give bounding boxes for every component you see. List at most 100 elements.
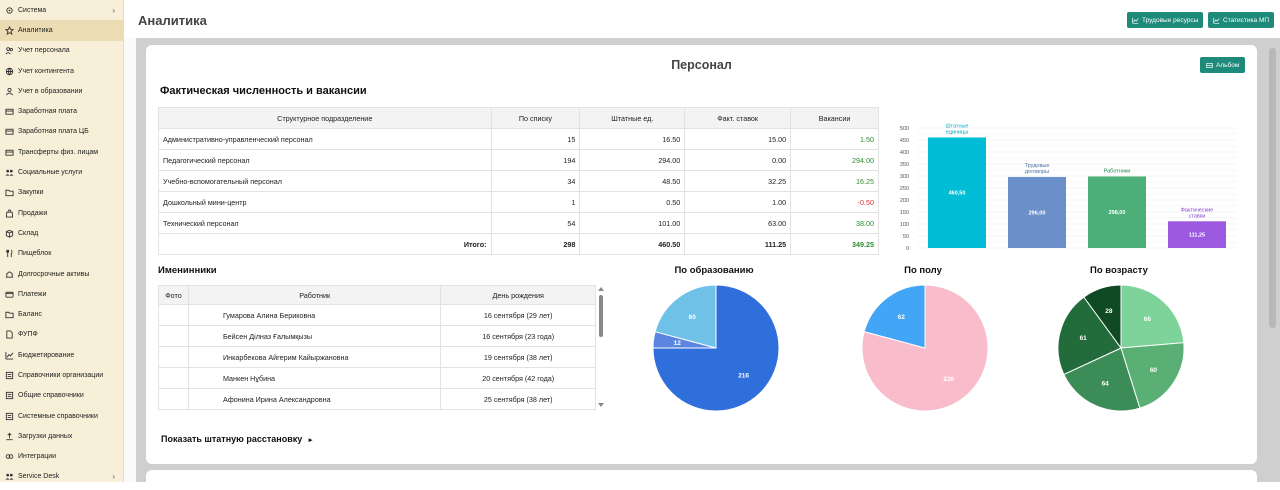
photo-cell	[158, 304, 189, 326]
sidebar-item[interactable]: Учет в образовании	[0, 81, 123, 101]
pie-slice[interactable]	[1063, 347, 1141, 412]
document-icon	[5, 330, 14, 339]
birthday-scrollbar[interactable]	[596, 285, 606, 409]
table-cell: 294.00	[790, 149, 879, 171]
table-cell: 34	[490, 170, 581, 192]
y-tick-label: 250	[900, 186, 909, 192]
triangle-right-icon: ▸	[308, 437, 313, 444]
pie-education: 216 12 60	[652, 284, 780, 412]
sidebar-item[interactable]: Аналитика	[0, 20, 123, 41]
chart-line-icon	[1213, 17, 1220, 24]
sidebar-item[interactable]: Трансферты физ. лицам	[0, 142, 123, 162]
table-row[interactable]: Учебно-вспомогательный персонал 34 48.50 32…	[158, 170, 879, 192]
bar-value-label: 296,00	[1029, 210, 1046, 216]
sidebar-item[interactable]: Заработная плата ЦБ	[0, 122, 123, 142]
bar[interactable]	[1088, 176, 1146, 248]
pie-slice-label: 66	[1144, 316, 1152, 323]
globe-icon	[5, 67, 14, 76]
sidebar-item[interactable]: Долгосрочные активы	[0, 264, 123, 284]
upload-icon	[5, 432, 14, 441]
pie-slice[interactable]	[1057, 296, 1122, 376]
pie-slice[interactable]	[1120, 284, 1185, 349]
sidebar-item[interactable]: Общие справочники	[0, 386, 123, 406]
sidebar-item-label: Системные справочники	[18, 412, 98, 420]
sidebar-item-label: Учет контингента	[18, 67, 74, 75]
sidebar-item[interactable]: Закупки	[0, 183, 123, 203]
sidebar-item-label: Закупки	[18, 189, 44, 197]
pie-slice[interactable]	[1120, 342, 1185, 409]
y-tick-label: 300	[900, 174, 909, 180]
table-row[interactable]: Педагогический персонал 194 294.00 0.00 294.…	[158, 149, 879, 171]
sidebar-item[interactable]: Учет персонала	[0, 41, 123, 61]
star-icon	[5, 25, 14, 35]
album-icon	[1206, 62, 1213, 68]
sidebar: Система › Аналитика Учет персонала Учет конт…	[0, 0, 124, 482]
sidebar-item[interactable]: Продажи	[0, 203, 123, 223]
table-row[interactable]: Административно-управленческий персонал 1…	[158, 128, 879, 150]
table-row[interactable]: Гумарова Алина Бериковна 16 сентября (29 …	[158, 304, 596, 326]
show-staffing-link[interactable]: Показать штатную расстановку ▸	[161, 434, 312, 444]
table-cell: Педагогический персонал	[158, 149, 492, 171]
fork-knife-icon	[5, 249, 14, 258]
sidebar-item[interactable]: Системные справочники	[0, 406, 123, 426]
sidebar-item-label: Учет персонала	[18, 47, 70, 55]
pie-slice-label: 12	[674, 340, 682, 347]
sidebar-item[interactable]: Социальные услуги	[0, 162, 123, 182]
chevron-right-icon: ›	[112, 5, 115, 15]
table-cell: 16.25	[790, 170, 879, 192]
sidebar-item[interactable]: Бюджетирование	[0, 345, 123, 365]
bar[interactable]	[928, 137, 986, 248]
sidebar-item-label: Система	[18, 6, 47, 14]
sidebar-item-label: Бюджетирование	[18, 351, 75, 359]
col-header: По списку	[490, 107, 581, 129]
sidebar-item-label: ФУПФ	[18, 331, 38, 339]
pie-slice-label: 60	[1150, 367, 1158, 374]
pie-slice[interactable]	[654, 284, 717, 349]
show-staffing-label: Показать штатную расстановку	[161, 434, 303, 444]
bar[interactable]	[1168, 221, 1226, 248]
album-label: Альбом	[1216, 61, 1240, 69]
pie-slice-label: 236	[943, 376, 954, 383]
photo-cell	[158, 325, 189, 347]
table-row[interactable]: Дошкольный мини-центр 1 0.50 1.00 -0.50	[158, 191, 879, 213]
sidebar-item[interactable]: Платежи	[0, 284, 123, 304]
sidebar-item[interactable]: Учет контингента	[0, 61, 123, 81]
sidebar-item[interactable]: Загрузки данных	[0, 426, 123, 446]
table-cell: Технический персонал	[158, 212, 492, 234]
statistics-mp-label: Статистика МП	[1223, 16, 1270, 24]
statistics-mp-button[interactable]: Статистика МП	[1208, 12, 1275, 28]
table-cell: 294.00	[579, 149, 686, 171]
people-icon	[5, 168, 14, 177]
pie-slice-label: 216	[738, 373, 749, 380]
pie-slice[interactable]	[863, 284, 926, 349]
table-row[interactable]: Инкарбекова Айгерим Кайыржановна 19 сентя…	[158, 346, 596, 368]
bar-category-label: Штатные	[945, 123, 968, 129]
table-cell: 16.50	[579, 128, 686, 150]
album-button[interactable]: Альбом	[1200, 57, 1246, 73]
pie-slice[interactable]	[1083, 284, 1122, 350]
labor-resources-button[interactable]: Трудовые ресурсы	[1127, 12, 1204, 28]
pie-slice-label: 61	[1080, 335, 1088, 342]
col-header: Штатные ед.	[579, 107, 686, 129]
page-scrollbar[interactable]	[1269, 48, 1276, 328]
staff-section-title: Фактическая численность и вакансии	[160, 85, 367, 97]
sidebar-item[interactable]: Склад	[0, 223, 123, 243]
sidebar-item[interactable]: Service Desk ›	[0, 467, 123, 482]
labor-resources-label: Трудовые ресурсы	[1142, 16, 1199, 24]
sidebar-item[interactable]: Интеграции	[0, 447, 123, 467]
table-row[interactable]: Манкен Нұбина 20 сентября (42 года)	[158, 367, 596, 389]
sidebar-item[interactable]: Баланс	[0, 304, 123, 324]
table-row[interactable]: Афонина Ирина Александровна 25 сентября (…	[158, 388, 596, 410]
people-icon	[5, 472, 14, 481]
col-header: Вакансии	[790, 107, 879, 129]
table-row[interactable]: Бейсен Ділназ Ғалымқызы 16 сентября (23 г…	[158, 325, 596, 347]
col-header: Фото	[158, 285, 189, 305]
table-cell: 101.00	[579, 212, 686, 234]
table-row[interactable]: Технический персонал 54 101.00 63.00 38.00	[158, 212, 879, 234]
sidebar-item[interactable]: Справочники организации	[0, 365, 123, 385]
sidebar-item[interactable]: ФУПФ	[0, 325, 123, 345]
sidebar-item[interactable]: Пищеблок	[0, 244, 123, 264]
sidebar-item[interactable]: Система ›	[0, 0, 123, 20]
bar[interactable]	[1008, 176, 1066, 248]
sidebar-item[interactable]: Заработная плата	[0, 101, 123, 121]
